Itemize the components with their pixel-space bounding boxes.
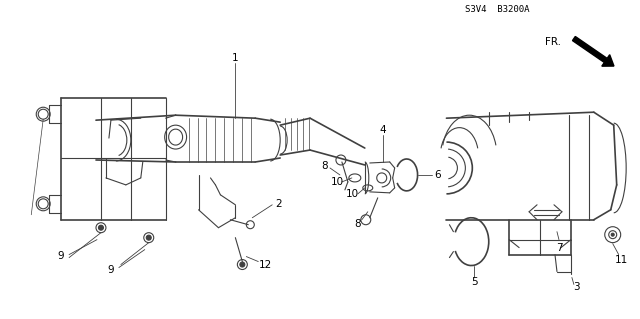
Text: 9: 9 [58,251,65,261]
FancyArrow shape [572,36,614,66]
Text: 5: 5 [471,278,477,287]
Circle shape [99,225,104,230]
Text: 12: 12 [259,260,272,270]
Text: 2: 2 [275,199,282,209]
Text: S3V4  B3200A: S3V4 B3200A [465,5,529,14]
Text: 8: 8 [322,161,328,171]
Circle shape [147,235,151,240]
Text: 8: 8 [355,219,361,229]
Text: 10: 10 [330,177,344,187]
Text: 4: 4 [380,125,386,135]
Text: 1: 1 [232,54,239,63]
Text: 3: 3 [573,282,580,293]
Text: 10: 10 [346,189,360,199]
Circle shape [611,233,614,236]
Text: 9: 9 [108,264,114,275]
Text: 6: 6 [434,170,441,180]
Text: 11: 11 [615,255,628,264]
Circle shape [240,262,245,267]
Text: 7: 7 [556,243,563,253]
Text: FR.: FR. [545,36,561,47]
